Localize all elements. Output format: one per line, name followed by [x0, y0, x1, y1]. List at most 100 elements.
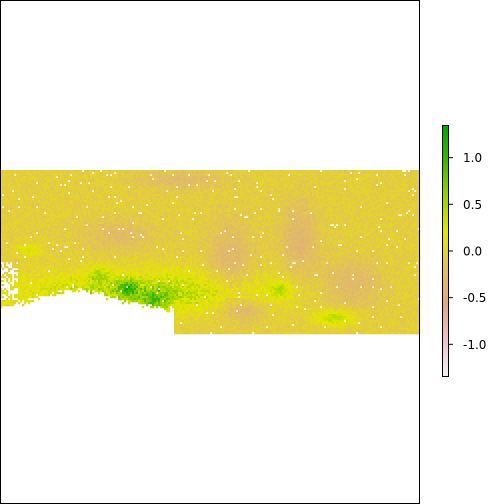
- raster-cell: [236, 178, 238, 180]
- raster-cell: [388, 192, 390, 194]
- raster-cell: [138, 180, 140, 182]
- raster-cell: [74, 178, 76, 180]
- raster-cell: [286, 192, 288, 194]
- raster-cell: [154, 182, 156, 184]
- raster-cell: [382, 178, 384, 180]
- raster-cell: [166, 170, 168, 172]
- raster-cell: [148, 170, 150, 172]
- raster-cell: [156, 190, 158, 192]
- raster-cell: [74, 208, 76, 210]
- raster-cell: [398, 198, 400, 200]
- raster-cell: [22, 172, 24, 174]
- raster-cell: [408, 202, 410, 204]
- raster-cell: [46, 206, 48, 208]
- raster-cell: [380, 186, 382, 188]
- raster-cell: [344, 170, 346, 172]
- raster-cell: [258, 190, 260, 192]
- raster-cell: [256, 180, 258, 182]
- raster-cell: [334, 188, 336, 190]
- raster-cell: [374, 176, 376, 178]
- raster-cell: [210, 178, 212, 180]
- raster-cell: [14, 194, 16, 196]
- raster-cell: [292, 196, 294, 198]
- raster-cell: [60, 180, 62, 182]
- raster-cell: [228, 176, 230, 178]
- raster-cell: [296, 200, 298, 202]
- raster-cell: [6, 182, 8, 184]
- raster-cell: [70, 186, 72, 188]
- raster-cell: [252, 184, 254, 186]
- raster-cell: [274, 182, 276, 184]
- raster-cell: [388, 174, 390, 176]
- raster-cell: [264, 178, 266, 180]
- raster-cell: [256, 172, 258, 174]
- raster-cell: [126, 182, 128, 184]
- raster-cell: [90, 188, 92, 190]
- raster-cell: [126, 198, 128, 200]
- raster-cell: [314, 176, 316, 178]
- raster-cell: [168, 206, 170, 208]
- raster-cell: [406, 182, 408, 184]
- raster-cell: [36, 176, 38, 178]
- raster-cell: [294, 208, 296, 210]
- raster-cell: [166, 184, 168, 186]
- raster-cell: [74, 196, 76, 198]
- raster-cell: [226, 188, 228, 190]
- raster-cell: [144, 180, 146, 182]
- raster-cell: [346, 184, 348, 186]
- raster-cell: [276, 174, 278, 176]
- raster-cell: [372, 206, 374, 208]
- raster-cell: [168, 192, 170, 194]
- raster-cell: [298, 174, 300, 176]
- raster-cell: [116, 184, 118, 186]
- raster-cell: [254, 196, 256, 198]
- raster-cell: [298, 184, 300, 186]
- raster-cell: [92, 198, 94, 200]
- raster-cell: [404, 184, 406, 186]
- raster-cell: [94, 198, 96, 200]
- raster-cell: [310, 170, 312, 172]
- raster-cell: [28, 182, 30, 184]
- raster-cell: [340, 170, 342, 172]
- raster-cell: [372, 200, 374, 202]
- raster-cell: [208, 184, 210, 186]
- raster-cell: [382, 194, 384, 196]
- raster-cell: [74, 198, 76, 200]
- raster-cell: [234, 210, 236, 212]
- raster-cell: [114, 180, 116, 182]
- raster-cell: [282, 184, 284, 186]
- raster-cell: [152, 204, 154, 206]
- raster-cell: [332, 174, 334, 176]
- raster-cell: [400, 196, 402, 198]
- raster-cell: [124, 202, 126, 204]
- raster-cell: [236, 192, 238, 194]
- raster-cell: [88, 176, 90, 178]
- raster-cell: [404, 194, 406, 196]
- raster-cell: [22, 192, 24, 194]
- raster-cell: [20, 174, 22, 176]
- raster-cell: [158, 178, 160, 180]
- raster-cell: [216, 194, 218, 196]
- raster-cell: [316, 204, 318, 206]
- raster-cell: [120, 206, 122, 208]
- raster-cell: [8, 188, 10, 190]
- raster-cell: [152, 194, 154, 196]
- raster-cell: [84, 200, 86, 202]
- raster-cell: [98, 194, 100, 196]
- raster-cell: [50, 206, 52, 208]
- raster-cell: [88, 202, 90, 204]
- raster-cell: [194, 170, 196, 172]
- raster-cell: [248, 202, 250, 204]
- raster-cell: [164, 186, 166, 188]
- raster-cell: [146, 178, 148, 180]
- raster-cell: [142, 208, 144, 210]
- raster-cell: [322, 180, 324, 182]
- raster-cell: [74, 180, 76, 182]
- raster-cell: [78, 184, 80, 186]
- raster-cell: [252, 202, 254, 204]
- raster-cell: [172, 178, 174, 180]
- raster-cell: [278, 190, 280, 192]
- raster-cell: [68, 170, 70, 172]
- raster-cell: [214, 198, 216, 200]
- raster-cell: [190, 204, 192, 206]
